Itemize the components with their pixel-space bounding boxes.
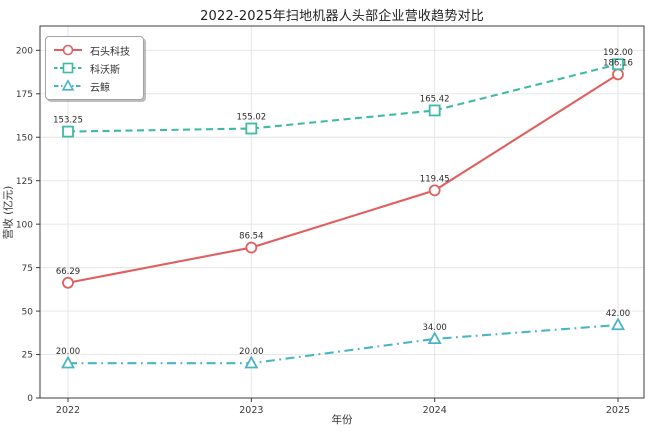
y-tick-label: 100 [16, 220, 33, 230]
data-point-label: 20.00 [56, 347, 80, 357]
triangle-marker[interactable] [244, 355, 259, 369]
legend: 石头科技 科沃斯 云鲸 [45, 36, 144, 100]
square-marker[interactable] [245, 122, 258, 135]
circle-marker[interactable] [612, 68, 624, 81]
x-tick-label: 2025 [606, 405, 630, 416]
circle-marker[interactable] [245, 241, 258, 254]
triangle-marker [61, 79, 75, 91]
x-tick-label: 2024 [423, 405, 447, 416]
y-tick-label: 75 [22, 264, 33, 274]
square-marker[interactable] [62, 125, 74, 138]
legend-item-shitou-keji[interactable]: 石头科技 [53, 42, 130, 58]
x-tick-label: 2023 [239, 405, 263, 416]
data-point-label: 153.25 [53, 116, 83, 126]
legend-item-yunjing[interactable]: 云鲸 [53, 78, 130, 94]
data-point-label: 155.02 [236, 113, 266, 123]
y-tick-label: 150 [16, 133, 33, 143]
data-point-label: 119.45 [420, 174, 450, 184]
square-marker[interactable] [612, 58, 624, 71]
square-marker [62, 62, 74, 74]
x-tick-label: 2022 [56, 405, 80, 416]
y-tick-label: 200 [16, 47, 33, 57]
y-tick-label: 125 [16, 177, 33, 187]
circle-marker[interactable] [62, 276, 74, 289]
triangle-marker-icon [54, 79, 82, 91]
data-point-label: 186.16 [603, 58, 633, 68]
triangle-marker[interactable] [60, 355, 76, 369]
data-point-label: 86.54 [239, 232, 263, 242]
plot-border [39, 25, 645, 399]
series-line [67, 63, 619, 133]
legend-label: 科沃斯 [90, 64, 120, 76]
data-point-label: 42.00 [606, 309, 630, 319]
legend-label: 石头科技 [90, 46, 130, 58]
series-line [67, 73, 619, 284]
y-tick-label: 50 [22, 307, 34, 317]
data-point-label: 66.29 [56, 267, 80, 277]
legend-label: 云鲸 [90, 82, 110, 94]
x-axis-label: 年份 [331, 414, 353, 426]
circle-marker-icon [54, 44, 82, 56]
legend-item-kewosi[interactable]: 科沃斯 [53, 60, 130, 76]
y-tick-label: 0 [27, 394, 33, 404]
series-line [68, 323, 619, 365]
square-marker[interactable] [428, 104, 441, 117]
data-point-label: 34.00 [422, 323, 446, 333]
triangle-marker[interactable] [610, 317, 626, 331]
y-axis-label: 营收 (亿元) [2, 185, 15, 240]
chart-title: 2022-2025年扫地机器人头部企业营收趋势对比 [200, 9, 484, 24]
y-tick-label: 175 [16, 90, 33, 100]
data-point-label: 192.00 [603, 48, 633, 58]
data-point-label: 165.42 [420, 94, 450, 104]
circle-marker [62, 44, 74, 56]
circle-marker[interactable] [428, 184, 441, 197]
square-marker-icon [54, 62, 82, 74]
y-tick-label: 25 [22, 351, 33, 361]
data-point-label: 20.00 [239, 347, 263, 357]
triangle-marker[interactable] [427, 331, 442, 345]
